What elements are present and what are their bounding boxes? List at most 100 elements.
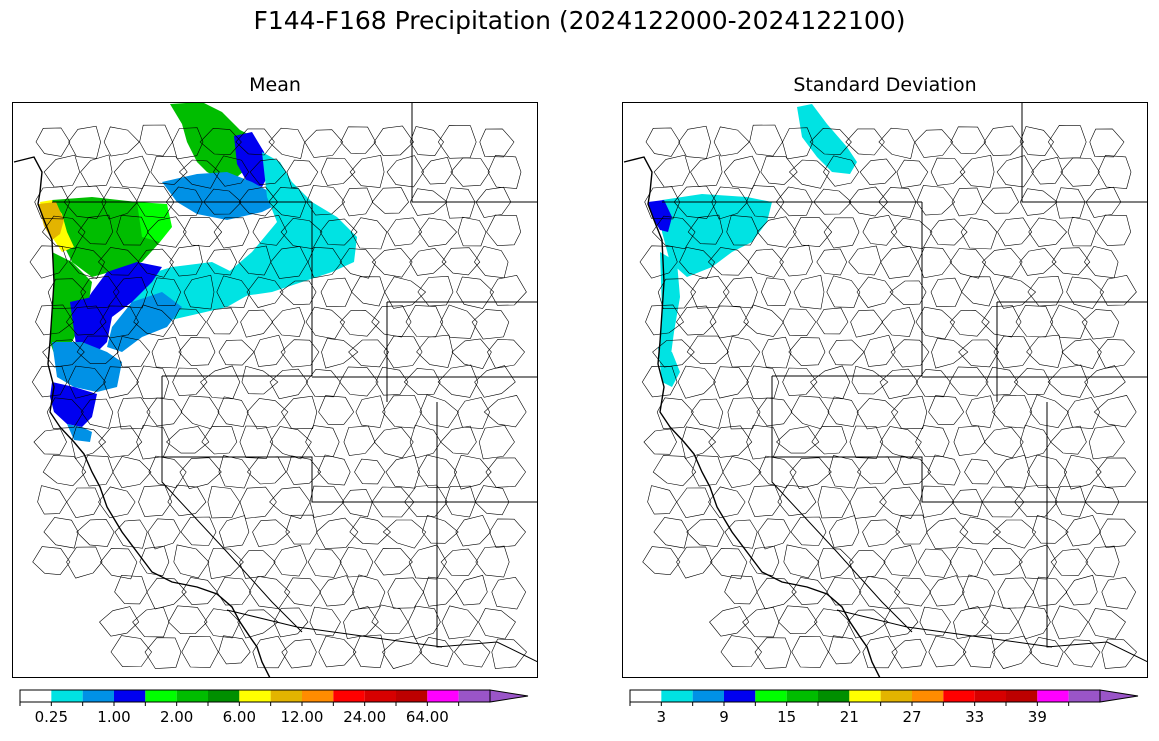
sd-basin-outline xyxy=(645,127,681,157)
mean-basin-outline xyxy=(114,575,148,605)
mean-basin-outline xyxy=(235,128,275,156)
mean-colorbar-ticks xyxy=(19,702,460,706)
sd-basin-outline xyxy=(641,365,678,398)
mean-basin-outline xyxy=(419,394,459,429)
sd-basin-outline xyxy=(1018,544,1057,580)
mean-basin-outline xyxy=(307,246,343,279)
mean-basin-outline xyxy=(409,126,444,157)
sd-basin-outline xyxy=(791,577,828,605)
sd-basin-outline xyxy=(642,546,681,576)
sd-basin-outline xyxy=(743,304,784,337)
sd-basin-outline xyxy=(917,246,953,279)
sd-basin-outline xyxy=(653,517,689,549)
sd-colorbar-frame xyxy=(629,689,1101,703)
sd-basin-outline xyxy=(776,426,820,454)
mean-basin-outline xyxy=(455,574,488,606)
mean-basin-outline xyxy=(172,308,207,337)
mean-region-siskiyou xyxy=(50,382,97,427)
mean-region-olympic-peaks xyxy=(38,202,64,240)
sd-basin-outline xyxy=(949,309,990,337)
sd-basin-outline xyxy=(816,307,849,335)
mean-basin-outline xyxy=(371,247,413,278)
mean-basin-outline xyxy=(71,426,107,459)
mean-basin-outline xyxy=(269,368,309,400)
sd-colorbar-extend-arrow xyxy=(1099,689,1139,703)
mean-basin-outline xyxy=(305,425,340,457)
sd-basin-outline xyxy=(859,158,897,186)
sd-colorbar-swatch xyxy=(943,690,975,702)
mean-basin-outline xyxy=(139,545,170,577)
sd-basin-outline xyxy=(1099,518,1136,548)
mean-basin-outline xyxy=(340,126,376,154)
sd-colorbar-labels: 3 9 15 21 27 33 39 xyxy=(657,708,1047,726)
sd-basin-outline xyxy=(779,244,813,277)
mean-basin-outline xyxy=(444,485,476,518)
mean-basin-outline xyxy=(76,518,115,547)
mean-basin-outline xyxy=(421,515,459,544)
mean-basin-outline xyxy=(114,519,148,549)
mean-basin-outline xyxy=(238,245,272,276)
sd-basin-outline xyxy=(926,517,969,549)
mean-basin-outline xyxy=(454,639,491,668)
mean-basin-outline xyxy=(246,456,287,485)
mean-basin-outline xyxy=(320,277,353,308)
sd-colorbar-swatch xyxy=(630,690,662,702)
mean-basin-outline xyxy=(34,186,71,220)
mean-basin-outline xyxy=(343,606,379,640)
sd-basin-outline xyxy=(676,305,717,336)
mean-map-frame xyxy=(12,102,538,678)
sd-basin-outline xyxy=(1097,338,1135,369)
sd-basin-outline xyxy=(726,336,761,368)
mean-basin-outline xyxy=(146,216,187,248)
sd-basin-outline xyxy=(687,214,724,245)
mean-basin-outline xyxy=(252,519,291,547)
mean-basin-outline xyxy=(253,334,286,367)
sd-basin-outline xyxy=(983,427,1024,459)
sd-basin-outline xyxy=(917,548,952,578)
sd-basin-outline xyxy=(960,217,998,250)
sd-basin-outline xyxy=(676,487,712,519)
mean-basin-outline xyxy=(116,336,151,368)
sd-basin-outline xyxy=(711,186,748,220)
sd-basin-outline xyxy=(850,309,884,338)
mean-basin-outline xyxy=(217,396,249,428)
mean-basin-outline xyxy=(387,217,423,247)
sd-basin-outline xyxy=(1055,187,1086,219)
sd-basin-outline xyxy=(1081,309,1120,340)
mean-basin-outline xyxy=(218,635,251,665)
sd-basin-outline xyxy=(1096,214,1132,246)
sd-basin-outline xyxy=(1067,397,1101,430)
sd-basin-outline xyxy=(981,604,1019,634)
mean-panel-title: Mean xyxy=(249,74,301,96)
sd-basin-outline xyxy=(788,159,830,189)
sd-basin-outline xyxy=(928,635,967,668)
mean-basin-outline xyxy=(318,395,355,425)
mean-basin-outline xyxy=(237,609,279,639)
sd-colorbar-swatch xyxy=(724,690,756,702)
mean-basin-outline xyxy=(100,548,138,580)
sd-basin-outline xyxy=(809,127,852,156)
sd-basin-outline xyxy=(1065,574,1098,606)
mean-basin-outline xyxy=(352,634,386,669)
mean-basin-outline xyxy=(421,156,454,185)
sd-basin-outline xyxy=(994,276,1037,309)
sd-colorbar-swatch xyxy=(880,690,912,702)
mean-basin-outline xyxy=(319,218,358,246)
sd-basin-outline xyxy=(961,276,996,307)
sd-basin-outline xyxy=(748,484,783,517)
sd-basin-outline xyxy=(847,609,889,639)
mean-basin-outline xyxy=(341,489,373,518)
sd-basin-outline xyxy=(951,187,984,217)
sd-basin-outline xyxy=(690,154,723,187)
sd-basin-outline xyxy=(828,339,865,366)
sd-basin-outline xyxy=(959,516,1001,545)
mean-colorbar-frame xyxy=(19,689,491,703)
mean-basin-outline xyxy=(204,608,241,639)
mean-basin-outline xyxy=(305,368,341,398)
sd-basin-outline xyxy=(1029,394,1069,429)
sd-basin-outline xyxy=(845,128,885,156)
mean-basin-outline xyxy=(339,546,374,578)
sd-basin-outline xyxy=(788,337,826,366)
sd-basin-outline xyxy=(849,486,887,519)
mean-basin-outline xyxy=(305,306,346,340)
